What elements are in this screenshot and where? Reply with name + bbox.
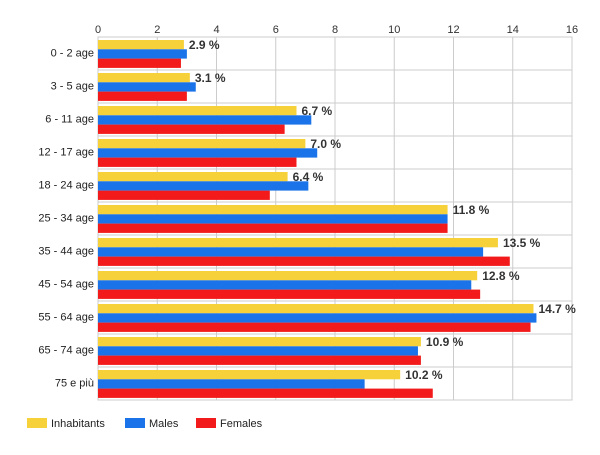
legend: Inhabitants Males Females bbox=[27, 418, 263, 430]
legend-swatch bbox=[196, 418, 216, 428]
x-tick-label: 2 bbox=[154, 24, 160, 36]
category-label: 65 - 74 age bbox=[38, 345, 94, 357]
x-tick-label: 6 bbox=[273, 24, 279, 36]
bar-inhabitants bbox=[98, 337, 421, 347]
bar-females bbox=[98, 157, 297, 167]
bar-males bbox=[98, 49, 187, 59]
category-label: 18 - 24 age bbox=[38, 180, 94, 192]
bar-females bbox=[98, 355, 421, 365]
bar-females bbox=[98, 388, 433, 398]
bar-males bbox=[98, 346, 418, 356]
bar-inhabitants bbox=[98, 73, 190, 83]
category-label: 25 - 34 age bbox=[38, 213, 94, 225]
bar-males bbox=[98, 82, 196, 92]
bar-inhabitants bbox=[98, 40, 184, 50]
bar-males bbox=[98, 148, 318, 158]
bar-males bbox=[98, 280, 472, 290]
bar-females bbox=[98, 322, 531, 332]
data-label: 7.0 % bbox=[310, 137, 341, 151]
data-label: 13.5 % bbox=[503, 236, 541, 250]
bar-inhabitants bbox=[98, 139, 306, 149]
data-labels: 2.9 % 3.1 % 6.7 % 7.0 % 6.4 % 11.8 % 13.5 % 12.… bbox=[189, 38, 576, 382]
data-label: 6.4 % bbox=[293, 170, 324, 184]
x-tick-label: 0 bbox=[95, 24, 101, 36]
legend-item-males: Males bbox=[125, 418, 179, 430]
bar-inhabitants bbox=[98, 172, 288, 182]
legend-label: Inhabitants bbox=[51, 418, 105, 430]
bar-inhabitants bbox=[98, 238, 498, 248]
category-label: 12 - 17 age bbox=[38, 147, 94, 159]
bar-males bbox=[98, 247, 484, 257]
category-label: 6 - 11 age bbox=[45, 114, 94, 126]
bar-females bbox=[98, 124, 285, 134]
data-label: 11.8 % bbox=[453, 203, 490, 217]
x-tick-label: 14 bbox=[507, 24, 519, 36]
bars bbox=[98, 40, 537, 398]
bar-inhabitants bbox=[98, 304, 534, 314]
bar-males bbox=[98, 115, 312, 125]
x-tick-label: 4 bbox=[213, 24, 219, 36]
bar-males bbox=[98, 181, 309, 191]
bar-females bbox=[98, 91, 187, 101]
category-label: 75 e più bbox=[55, 378, 94, 390]
bar-females bbox=[98, 190, 270, 200]
x-tick-label: 16 bbox=[566, 24, 578, 36]
x-tick-label: 8 bbox=[332, 24, 338, 36]
bar-inhabitants bbox=[98, 106, 297, 116]
legend-swatch bbox=[27, 418, 47, 428]
legend-swatch bbox=[125, 418, 145, 428]
data-label: 12.8 % bbox=[482, 269, 520, 283]
bar-males bbox=[98, 379, 365, 389]
category-label: 3 - 5 age bbox=[51, 81, 94, 93]
category-label: 0 - 2 age bbox=[51, 48, 94, 60]
bar-females bbox=[98, 289, 481, 299]
x-tick-label: 12 bbox=[447, 24, 459, 36]
legend-label: Males bbox=[149, 418, 179, 430]
data-label: 14.7 % bbox=[538, 302, 576, 316]
data-label: 6.7 % bbox=[301, 104, 332, 118]
bar-inhabitants bbox=[98, 271, 478, 281]
x-tick-label: 10 bbox=[388, 24, 400, 36]
data-label: 2.9 % bbox=[189, 38, 220, 52]
data-label: 3.1 % bbox=[195, 71, 226, 85]
data-label: 10.2 % bbox=[405, 368, 443, 382]
category-label: 45 - 54 age bbox=[38, 279, 94, 291]
bar-inhabitants bbox=[98, 205, 448, 215]
x-axis-ticks: 0 2 4 6 8 10 12 14 16 bbox=[95, 24, 578, 36]
legend-item-inhabitants: Inhabitants bbox=[27, 418, 105, 430]
category-label: 35 - 44 age bbox=[38, 246, 94, 258]
bar-females bbox=[98, 223, 448, 233]
legend-item-females: Females bbox=[196, 418, 263, 430]
bar-females bbox=[98, 58, 181, 68]
y-axis-categories: 0 - 2 age 3 - 5 age 6 - 11 age 12 - 17 age 1… bbox=[38, 48, 94, 390]
category-label: 55 - 64 age bbox=[38, 312, 94, 324]
data-label: 10.9 % bbox=[426, 335, 464, 349]
bar-females bbox=[98, 256, 510, 266]
legend-label: Females bbox=[220, 418, 263, 430]
bar-males bbox=[98, 214, 448, 224]
bar-inhabitants bbox=[98, 370, 401, 380]
bar-males bbox=[98, 313, 537, 323]
